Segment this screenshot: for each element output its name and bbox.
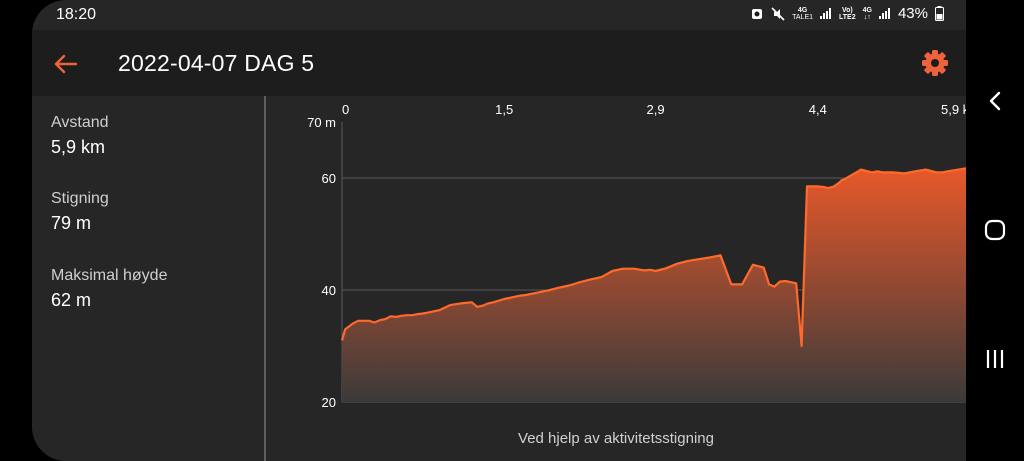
status-icons: 4G TALE1 Vo) LTE2 4G ↓↑ 43% (750, 5, 944, 22)
stat-max-height: Maksimal høyde 62 m (51, 267, 167, 311)
network-2-label: LTE2 (839, 13, 856, 21)
elevation-chart-panel: 70 m 60 40 20 0 1,5 2,9 4,4 5,9 km Ved hjelp av … (266, 96, 966, 461)
stat-value: 79 m (51, 213, 92, 233)
battery-icon (935, 6, 944, 21)
x-tick-label: 4,4 (809, 102, 827, 117)
page-title: 2022-04-07 DAG 5 (118, 50, 315, 76)
chevron-left-icon (989, 91, 1001, 111)
signal-bars-2-icon (878, 8, 891, 19)
stat-label: Avstand (51, 114, 109, 131)
nav-recents-button[interactable] (980, 344, 1010, 374)
y-tick-label: 60 (322, 171, 336, 186)
stat-value: 5,9 km (51, 137, 106, 157)
app-bar: 2022-04-07 DAG 5 (32, 30, 966, 96)
gear-icon (922, 50, 948, 76)
chart-footnote: Ved hjelp av aktivitetsstigning (518, 430, 714, 447)
stat-distance: Avstand 5,9 km (51, 114, 109, 158)
elevation-area (342, 168, 966, 402)
network-2-type: Vo) (841, 6, 853, 14)
stats-panel: Avstand 5,9 km Stigning 79 m Maksimal hø… (32, 96, 264, 461)
status-time: 18:20 (56, 6, 97, 23)
mute-icon (771, 6, 785, 21)
elevation-line (340, 167, 966, 348)
y-tick-label: 20 (322, 395, 336, 410)
stat-label: Maksimal høyde (51, 267, 168, 284)
y-tick-label: 70 m (307, 115, 336, 130)
nav-back-button[interactable] (980, 86, 1010, 116)
network-indicator-2: Vo) LTE2 (839, 7, 856, 21)
panel-divider (264, 96, 266, 461)
elevation-chart[interactable]: 70 m 60 40 20 0 1,5 2,9 4,4 5,9 km (266, 96, 966, 426)
battery-percent: 43% (897, 5, 928, 22)
alarm-icon (752, 8, 763, 19)
stat-label: Stigning (51, 190, 109, 207)
x-tick-label: 5,9 km (941, 102, 966, 117)
x-tick-label: 2,9 (647, 102, 665, 117)
nav-home-button[interactable] (980, 215, 1010, 245)
home-square-icon (984, 219, 1006, 241)
x-tick-label: 0 (342, 102, 349, 117)
stat-value: 62 m (51, 290, 92, 310)
network-1-type: 4G (797, 6, 808, 14)
status-bar: 18:20 4G TALE1 Vo) LTE2 (32, 0, 966, 30)
signal-bars-icon (820, 8, 832, 19)
app-window: 18:20 4G TALE1 Vo) LTE2 (32, 0, 966, 461)
network-indicator-1: 4G TALE1 (792, 7, 813, 21)
network-1-label: TALE1 (792, 13, 814, 21)
data-arrows-icon: ↓↑ (863, 13, 871, 21)
network-3-type: 4G (862, 6, 872, 14)
x-tick-label: 1,5 (495, 102, 513, 117)
y-tick-label: 40 (322, 283, 336, 298)
settings-button[interactable] (920, 48, 950, 78)
system-nav-bar (966, 0, 1024, 461)
recents-bars-icon (986, 350, 1004, 368)
network-indicator-3: 4G ↓↑ (863, 7, 872, 21)
stat-ascent: Stigning 79 m (51, 190, 109, 234)
back-button[interactable] (50, 48, 82, 80)
arrow-left-icon (54, 54, 78, 74)
